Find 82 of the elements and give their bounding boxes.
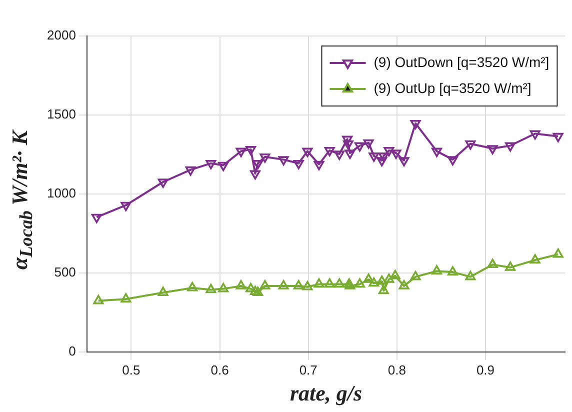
point: [187, 282, 198, 292]
point: [447, 156, 458, 166]
point: [342, 136, 353, 146]
point: [158, 178, 168, 188]
x-tick-label: 0.7: [299, 362, 318, 378]
point: [384, 274, 394, 283]
point: [93, 294, 104, 304]
point: [465, 270, 476, 280]
point: [185, 166, 196, 176]
point: [302, 281, 313, 290]
point: [410, 270, 421, 280]
point: [378, 152, 389, 162]
point: [91, 214, 102, 224]
x-axis-title: rate, g/s: [290, 380, 362, 406]
y-tick-label: 1000: [47, 186, 76, 201]
y-tick-label: 2000: [47, 28, 76, 43]
point: [260, 153, 270, 163]
point: [260, 280, 270, 290]
point: [390, 270, 400, 280]
point: [218, 162, 229, 172]
point: [236, 280, 246, 290]
point: [334, 150, 345, 160]
point: [342, 140, 354, 150]
point: [120, 293, 132, 302]
point: [410, 120, 421, 130]
point: [206, 284, 216, 294]
point: [368, 152, 380, 162]
point: [252, 160, 264, 170]
point: [278, 280, 289, 290]
point: [363, 139, 374, 149]
point: [487, 258, 498, 268]
x-tick-label: 0.5: [122, 362, 140, 378]
point: [432, 148, 442, 158]
point: [354, 142, 365, 152]
legend-label: (9) OutUp [q=3520 W/m²]: [374, 80, 532, 96]
point: [505, 142, 516, 152]
point: [218, 282, 229, 292]
point: [530, 130, 540, 140]
point: [293, 280, 304, 290]
point: [278, 156, 289, 166]
point: [206, 160, 216, 170]
point: [447, 266, 458, 276]
point: [552, 132, 564, 142]
point: [302, 148, 313, 158]
point: [252, 286, 264, 296]
point: [246, 146, 256, 156]
point: [384, 146, 394, 156]
point: [344, 150, 356, 159]
point: [250, 286, 260, 296]
point: [158, 286, 168, 296]
point: [314, 278, 324, 288]
point: [334, 278, 345, 288]
x-tick-label: 0.9: [476, 362, 495, 378]
point: [398, 280, 410, 290]
y-tick-label: 1500: [47, 106, 76, 122]
point: [324, 146, 335, 156]
point: [398, 157, 410, 166]
point: [324, 278, 335, 288]
y-tick-label: 0: [68, 344, 76, 359]
point: [505, 262, 516, 271]
point: [530, 254, 540, 264]
x-tick-label: 0.8: [388, 362, 406, 378]
point: [363, 274, 374, 283]
point: [236, 148, 246, 158]
point: [314, 160, 324, 170]
point: [376, 157, 388, 166]
point: [390, 150, 402, 159]
point: [465, 140, 476, 150]
point: [378, 284, 389, 294]
point: [354, 278, 365, 288]
legend-label: (9) OutDown [q=3520 W/m²]: [374, 54, 550, 70]
point: [246, 282, 256, 292]
point: [250, 170, 260, 180]
x-tick-label: 0.6: [210, 362, 229, 378]
point: [487, 145, 498, 154]
point: [552, 248, 564, 258]
point: [432, 265, 442, 275]
point: [376, 275, 388, 285]
point: [120, 202, 132, 212]
y-tick-label: 500: [54, 264, 76, 280]
point: [368, 277, 380, 287]
point: [293, 160, 304, 170]
